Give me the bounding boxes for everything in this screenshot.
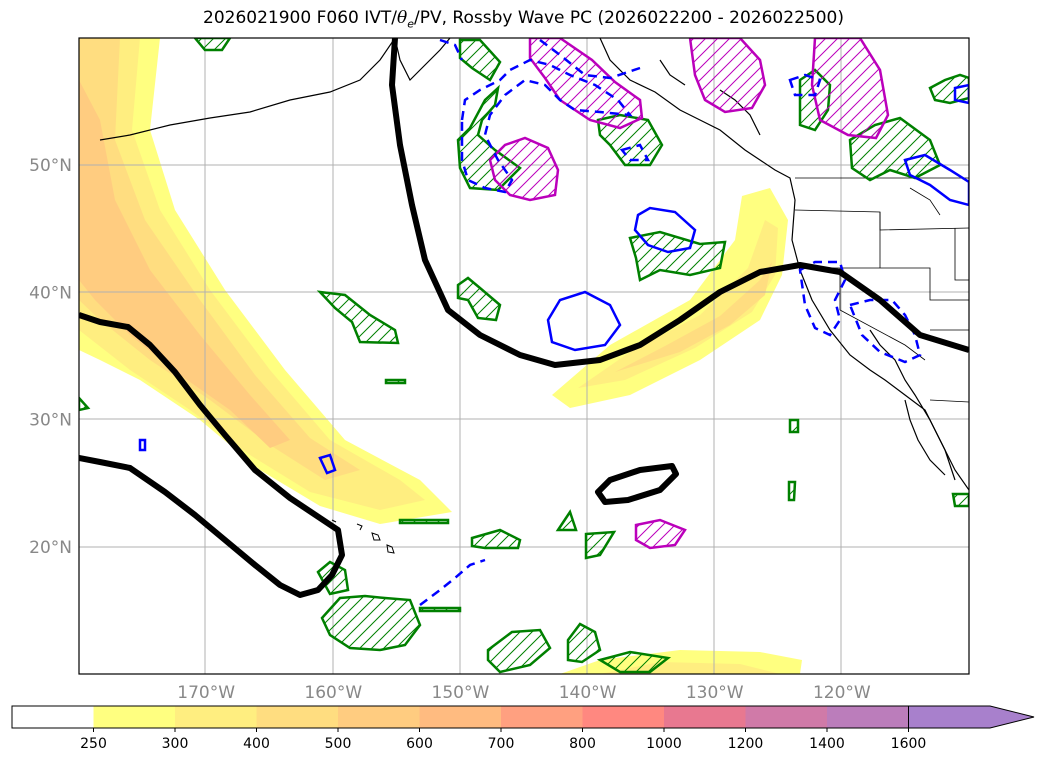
ivt-band-500	[79, 80, 290, 448]
colorbar-tick-label: 800	[569, 736, 596, 752]
colorbar-segment	[501, 706, 583, 728]
map-panel	[79, 38, 969, 674]
colorbar-segment	[664, 706, 746, 728]
lon-label: 160°W	[304, 683, 362, 703]
colorbar-tick-label: 600	[406, 736, 433, 752]
magenta-hatched-contours	[488, 38, 890, 550]
lon-label: 170°W	[177, 683, 235, 703]
ivt-fill-layer	[79, 38, 802, 674]
lon-label: 130°W	[686, 683, 744, 703]
lon-label: 120°W	[813, 683, 871, 703]
colorbar-extend-arrow	[908, 705, 1035, 729]
colorbar-segment	[419, 706, 502, 728]
map-title: 2026021900 F060 IVT/θe/PV, Rossby Wave P…	[203, 8, 844, 31]
colorbar-tick-label: 300	[162, 736, 189, 752]
state-borders	[794, 177, 969, 403]
hawaii-islands	[331, 519, 395, 554]
lat-label: 40°N	[29, 283, 72, 303]
green-hatched-contours	[79, 38, 969, 674]
longitude-labels: 170°W 160°W 150°W 140°W 130°W 120°W	[177, 683, 871, 703]
colorbar-segment	[338, 706, 420, 728]
colorbar-tick-label: 400	[243, 736, 270, 752]
colorbar-segment	[256, 706, 339, 728]
latitude-labels: 50°N 40°N 30°N 20°N	[29, 156, 72, 558]
colorbar-tick-label: 500	[325, 736, 352, 752]
lat-label: 50°N	[29, 156, 72, 176]
ivt-colorbar: 250 300 400 500 600 700 800 1000 1200 1400 1600	[11, 705, 1035, 752]
colorbar-segment	[175, 706, 257, 728]
map-frame	[78, 37, 970, 675]
ivt-band-300	[79, 38, 425, 510]
lon-label: 140°W	[559, 683, 617, 703]
graticule	[79, 38, 969, 674]
colorbar-tick-label: 250	[80, 736, 107, 752]
colorbar-segment	[93, 706, 176, 728]
lon-label: 150°W	[432, 683, 490, 703]
colorbar-tick-label: 1400	[809, 736, 845, 752]
colorbar-tick-label: 1200	[728, 736, 764, 752]
black-thick-contours	[79, 38, 969, 598]
colorbar-tick-label: 700	[488, 736, 515, 752]
colorbar-tick-label: 1600	[891, 736, 927, 752]
coastlines	[99, 38, 969, 491]
colorbar-segment	[827, 706, 909, 728]
colorbar-outline	[11, 705, 909, 729]
colorbar-segment	[582, 706, 665, 728]
colorbar-segment	[12, 706, 94, 728]
colorbar-tick-label: 1000	[646, 736, 682, 752]
lat-label: 20°N	[29, 538, 72, 558]
colorbar-segment	[745, 706, 828, 728]
lat-label: 30°N	[29, 411, 72, 431]
